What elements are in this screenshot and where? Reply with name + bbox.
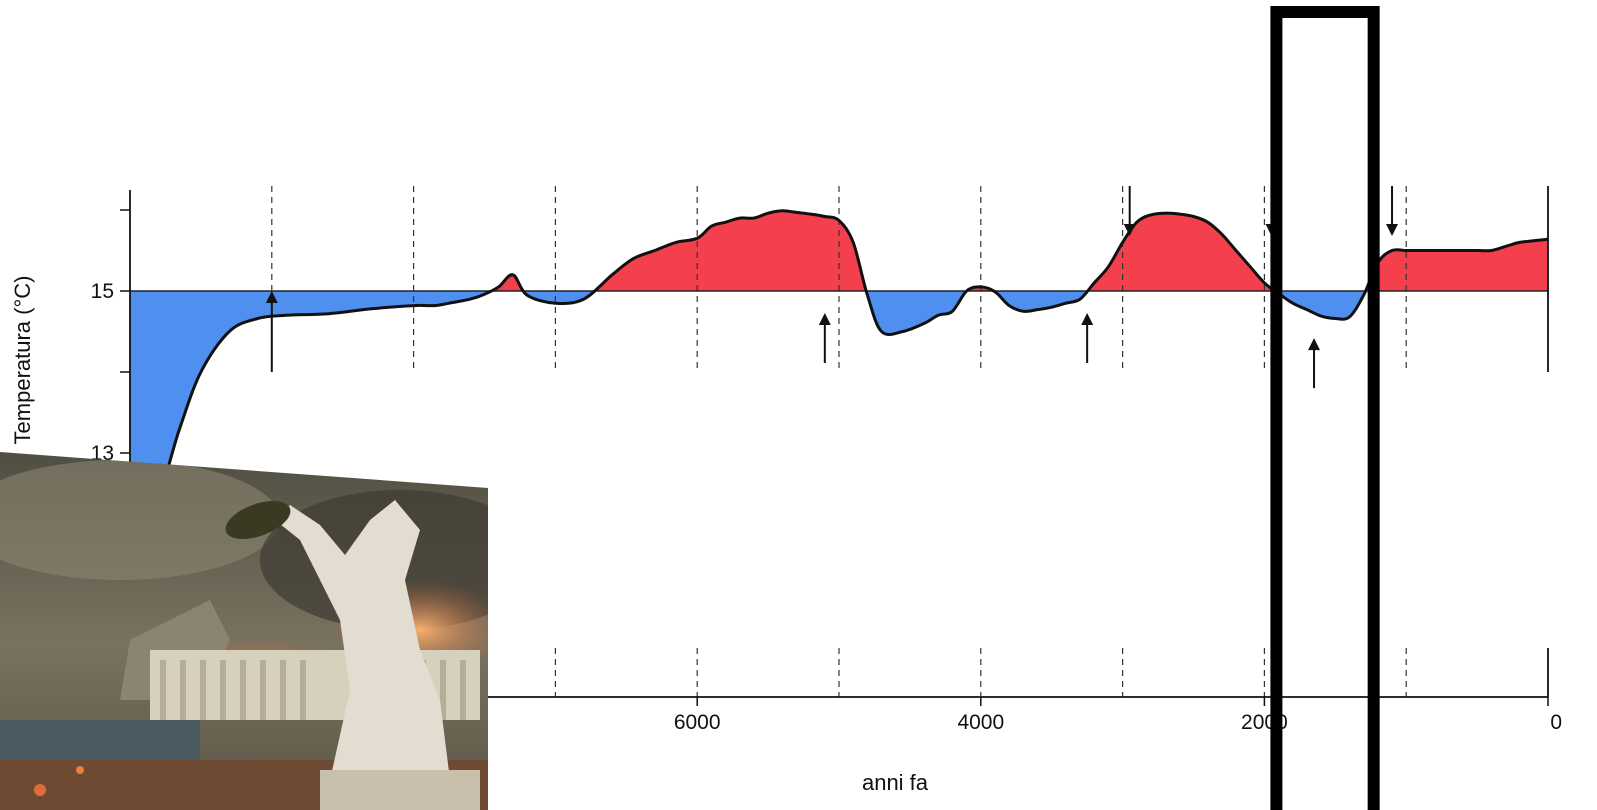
- temperature-series-line: [129, 209, 1549, 520]
- y-tick-label-15: 15: [91, 280, 114, 303]
- arrow-down-3: [1123, 224, 1136, 236]
- x-axis-title: anni fa: [862, 770, 929, 795]
- painting-shield: [225, 500, 291, 540]
- x-tick-label-4000: 4000: [957, 711, 1004, 734]
- x-tick-label-0: 0: [1550, 711, 1562, 734]
- painting-fire-spot: [34, 784, 46, 796]
- painting-pedestal: [320, 770, 480, 810]
- arrow-up-0: [265, 291, 278, 303]
- dashed-gridlines: [271, 186, 1407, 697]
- event-arrows: [265, 186, 1399, 389]
- highlight-box: [1270, 6, 1380, 810]
- painting-fire-spot-2: [76, 766, 84, 774]
- x-tick-label-6000: 6000: [674, 711, 721, 734]
- painting-statue: [225, 500, 450, 780]
- arrow-down-6: [1386, 224, 1399, 236]
- arrow-up-5: [1308, 338, 1321, 351]
- arrow-up-1: [818, 313, 831, 325]
- y-axis-title: Temperatura (°C): [10, 276, 35, 445]
- area-above-baseline: [130, 210, 1548, 291]
- overlay-painting: [0, 452, 488, 810]
- arrow-up-2: [1081, 313, 1094, 325]
- painting-smoke: [0, 460, 280, 580]
